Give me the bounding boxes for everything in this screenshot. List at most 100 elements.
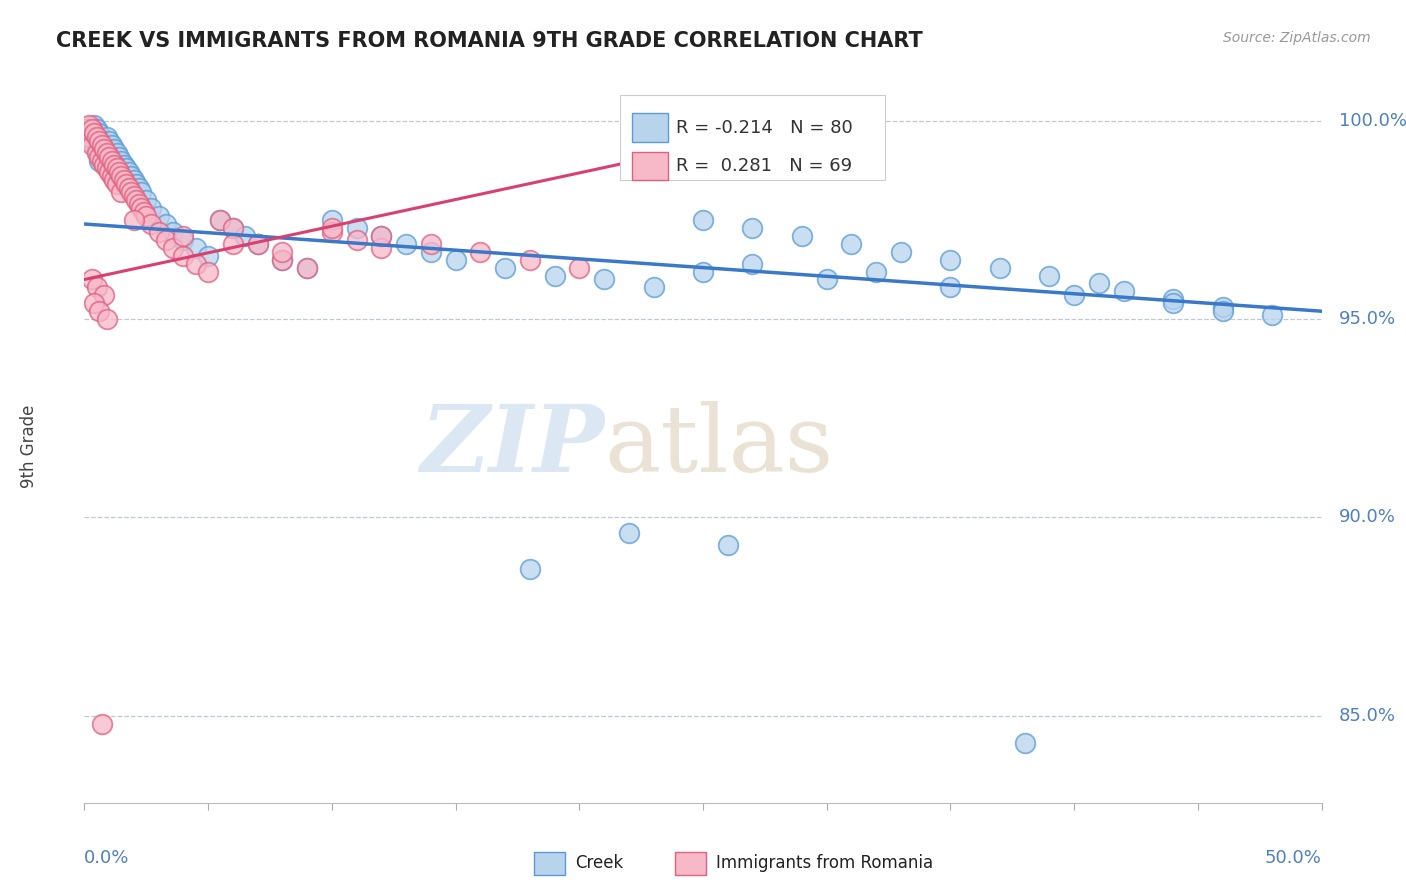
Point (246, 236, 269, 251)
Point (321, 225, 343, 239)
Point (80, 137, 103, 152)
Point (93, 157, 115, 171)
Text: Immigrants from Romania: Immigrants from Romania (716, 855, 932, 872)
Point (108, 150, 131, 164)
Point (222, 221, 245, 235)
Point (1112, 285, 1135, 299)
Point (129, 201, 152, 215)
Point (222, 236, 245, 251)
Text: atlas: atlas (605, 401, 834, 491)
Point (105, 145, 128, 160)
Text: 0.0%: 0.0% (84, 849, 129, 867)
Text: 90.0%: 90.0% (1339, 508, 1395, 526)
Point (939, 252, 962, 267)
Point (148, 225, 170, 239)
Point (115, 178, 138, 192)
Point (80, 121, 103, 136)
Point (271, 252, 294, 267)
Point (172, 228, 194, 243)
Point (519, 252, 541, 267)
Point (741, 257, 763, 271)
Text: 50.0%: 50.0% (1265, 849, 1322, 867)
Point (346, 233, 368, 247)
Point (321, 221, 343, 235)
Point (83, 296, 105, 310)
Point (1014, 736, 1036, 750)
Point (90, 153, 112, 168)
Point (148, 209, 170, 223)
Point (129, 186, 152, 200)
Point (617, 526, 640, 541)
Point (76, 121, 98, 136)
Point (295, 260, 318, 275)
Point (96, 129, 118, 144)
Point (643, 280, 665, 294)
Point (120, 169, 142, 184)
Point (271, 244, 294, 259)
Point (83, 118, 105, 132)
Point (141, 201, 163, 215)
Point (155, 217, 177, 231)
Text: 85.0%: 85.0% (1339, 706, 1396, 724)
Point (90, 716, 112, 731)
Point (209, 213, 232, 227)
Point (543, 268, 565, 283)
Point (184, 257, 207, 271)
Point (162, 225, 184, 239)
Point (890, 244, 912, 259)
Point (96, 150, 118, 164)
Point (233, 228, 256, 243)
Point (118, 181, 141, 195)
Point (79, 118, 101, 132)
Point (89, 153, 111, 168)
Point (172, 249, 194, 263)
Point (83, 126, 105, 140)
Point (419, 244, 441, 259)
Point (1261, 308, 1284, 322)
Point (103, 173, 125, 187)
Point (110, 153, 132, 168)
Point (271, 252, 294, 267)
Point (155, 233, 177, 247)
Text: ZIP: ZIP (420, 401, 605, 491)
Point (122, 189, 145, 203)
Point (96, 312, 118, 326)
Point (98, 153, 121, 168)
Point (98, 165, 121, 179)
Point (89, 134, 111, 148)
Point (120, 186, 142, 200)
Point (86, 142, 108, 156)
Point (519, 562, 541, 576)
Point (295, 260, 318, 275)
Point (988, 260, 1011, 275)
Point (90, 134, 112, 148)
Point (118, 165, 141, 179)
Point (939, 280, 962, 294)
Point (1212, 304, 1234, 318)
Point (105, 161, 128, 176)
Point (89, 150, 111, 164)
Point (122, 173, 145, 187)
Point (100, 169, 122, 184)
Point (79, 129, 101, 144)
Point (79, 126, 101, 140)
Point (89, 304, 111, 318)
Point (86, 280, 108, 294)
Point (93, 137, 115, 152)
Point (346, 221, 368, 235)
Point (162, 241, 184, 255)
Point (1161, 293, 1184, 307)
Point (105, 178, 128, 192)
Point (110, 186, 132, 200)
Point (568, 260, 591, 275)
Point (470, 244, 492, 259)
Point (93, 288, 115, 302)
Point (103, 157, 125, 171)
Point (1088, 277, 1111, 291)
Point (125, 193, 148, 207)
Point (128, 197, 150, 211)
Text: R =  0.281   N = 69: R = 0.281 N = 69 (676, 157, 852, 175)
Point (395, 236, 418, 251)
Point (1063, 288, 1085, 302)
Point (141, 217, 163, 231)
